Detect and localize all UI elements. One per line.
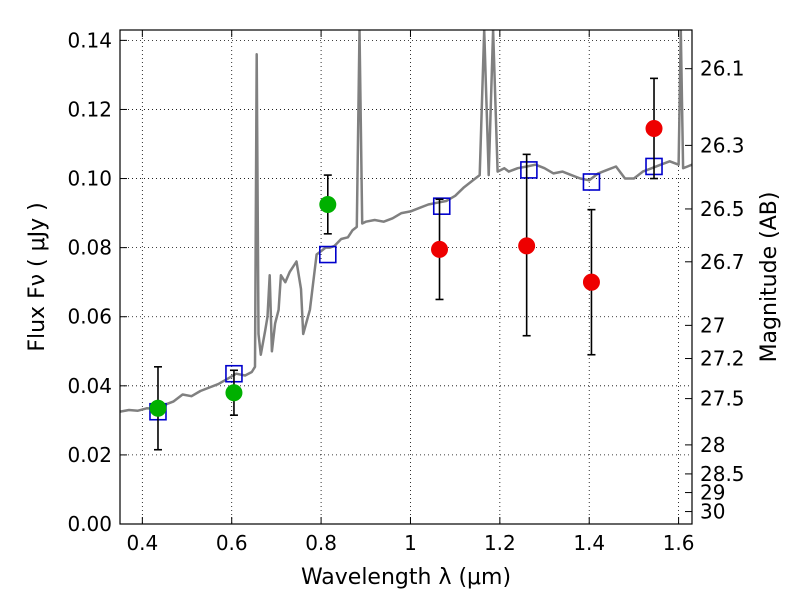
right-tick-label: 26.7 [700, 250, 745, 274]
model-photometry-square [520, 161, 538, 179]
right-tick-label: 28.5 [700, 462, 745, 486]
y-tick-label: 0.06 [67, 305, 112, 329]
observed-flux-point [645, 119, 663, 137]
plot-area [120, 30, 692, 451]
y-tick-label: 0.00 [67, 512, 112, 536]
right-tick-label: 26.3 [700, 133, 745, 157]
y-tick-label: 0.04 [67, 374, 112, 398]
model-photometry-square [582, 173, 601, 191]
model-spectrum-line [120, 30, 692, 413]
model-photometry-square [318, 245, 337, 264]
observed-flux-point [225, 384, 243, 402]
y-tick-label: 0.14 [67, 28, 112, 52]
x-axis-label: Wavelength λ (μm) [301, 565, 511, 590]
x-tick-label: 0.8 [305, 531, 337, 555]
right-tick-label: 27.5 [700, 387, 745, 411]
observed-flux-point [149, 399, 167, 417]
observed-flux-point [431, 240, 449, 258]
observed-flux-point [518, 237, 536, 255]
observed-flux-point [319, 195, 337, 213]
y-tick-label: 0.10 [67, 167, 112, 191]
y-tick-label: 0.02 [67, 443, 112, 467]
x-tick-label: 0.6 [216, 531, 248, 555]
right-tick-label: 28 [700, 433, 725, 457]
right-tick-label: 26.1 [700, 57, 745, 81]
x-tick-label: 1.6 [663, 531, 695, 555]
axes-frame [119, 29, 693, 525]
model-photometry-square [432, 197, 451, 215]
right-tick-label: 30 [700, 500, 725, 524]
observed-flux-point [582, 273, 600, 291]
x-tick-label: 1.2 [484, 531, 516, 555]
x-tick-label: 1.4 [573, 531, 605, 555]
right-tick-label: 26.5 [700, 197, 745, 221]
ticks: 0.4 0.6 0.8 1 1.2 1.4 1.6 0.00 0.02 0.04 0.06 0.08 0… [67, 28, 744, 555]
x-tick-label: 0.4 [126, 531, 158, 555]
x-tick-label: 1 [404, 531, 417, 555]
right-tick-label: 27 [700, 313, 725, 337]
y-axis-label: Flux Fν ( μJy ) [25, 202, 50, 351]
right-axis-label: Magnitude (AB) [757, 192, 782, 363]
right-tick-label: 29 [700, 481, 725, 505]
y-tick-label: 0.08 [67, 236, 112, 260]
y-tick-label: 0.12 [67, 97, 112, 121]
right-tick-label: 27.2 [700, 347, 745, 371]
